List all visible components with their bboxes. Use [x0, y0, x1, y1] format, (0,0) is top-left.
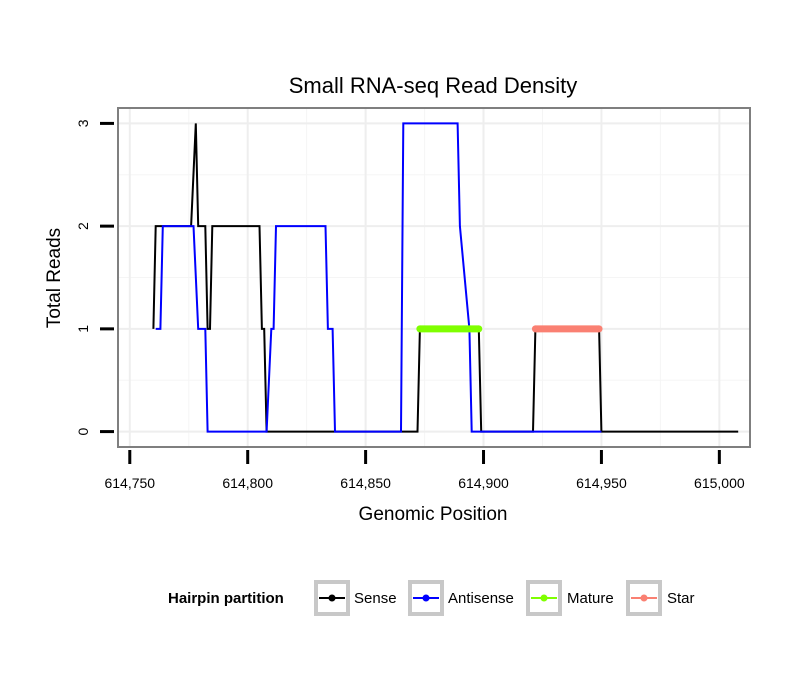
series-point-star [595, 325, 603, 333]
x-tick-label: 614,750 [104, 475, 155, 491]
series-point-mature [475, 325, 483, 333]
y-axis-title: Total Reads [44, 228, 65, 328]
legend-item-mature: Mature [526, 580, 614, 616]
legend-key-dot [540, 594, 548, 602]
y-tick-label: 3 [75, 119, 91, 127]
chart-title: Small RNA-seq Read Density [289, 73, 578, 98]
series-line-sense [152, 123, 739, 433]
panel-border [117, 107, 751, 448]
x-tick-label: 615,000 [694, 475, 745, 491]
series-point-star [531, 325, 539, 333]
legend-item-antisense: Antisense [408, 580, 514, 616]
x-tick-label: 614,900 [458, 475, 509, 491]
legend-key-dot [328, 594, 336, 602]
x-tick-label: 614,800 [222, 475, 273, 491]
legend-label: Sense [354, 590, 397, 607]
legend-label: Antisense [448, 590, 514, 607]
series-layer [152, 122, 739, 433]
legend-key-dot [640, 594, 648, 602]
x-axis-title: Genomic Position [359, 504, 508, 525]
y-tick-label: 1 [75, 325, 91, 333]
series-point-mature [416, 325, 424, 333]
legend-key-dot [422, 594, 430, 602]
x-tick-label: 614,850 [340, 475, 391, 491]
y-tick-label: 2 [75, 222, 91, 230]
legend-label: Star [667, 590, 695, 607]
legend-title: Hairpin partition [168, 590, 284, 607]
axis-layer: 614,750 614,800 614,850 614,900 614,950 615,0… [75, 119, 745, 491]
legend-item-star: Star [626, 580, 695, 616]
series-line-antisense [155, 122, 602, 433]
y-tick-label: 0 [75, 427, 91, 435]
grid-layer [118, 108, 750, 447]
legend: Hairpin partition Sense Antisense Mature Sta… [168, 580, 695, 616]
x-tick-label: 614,950 [576, 475, 627, 491]
legend-item-sense: Sense [314, 580, 397, 616]
legend-label: Mature [567, 590, 614, 607]
